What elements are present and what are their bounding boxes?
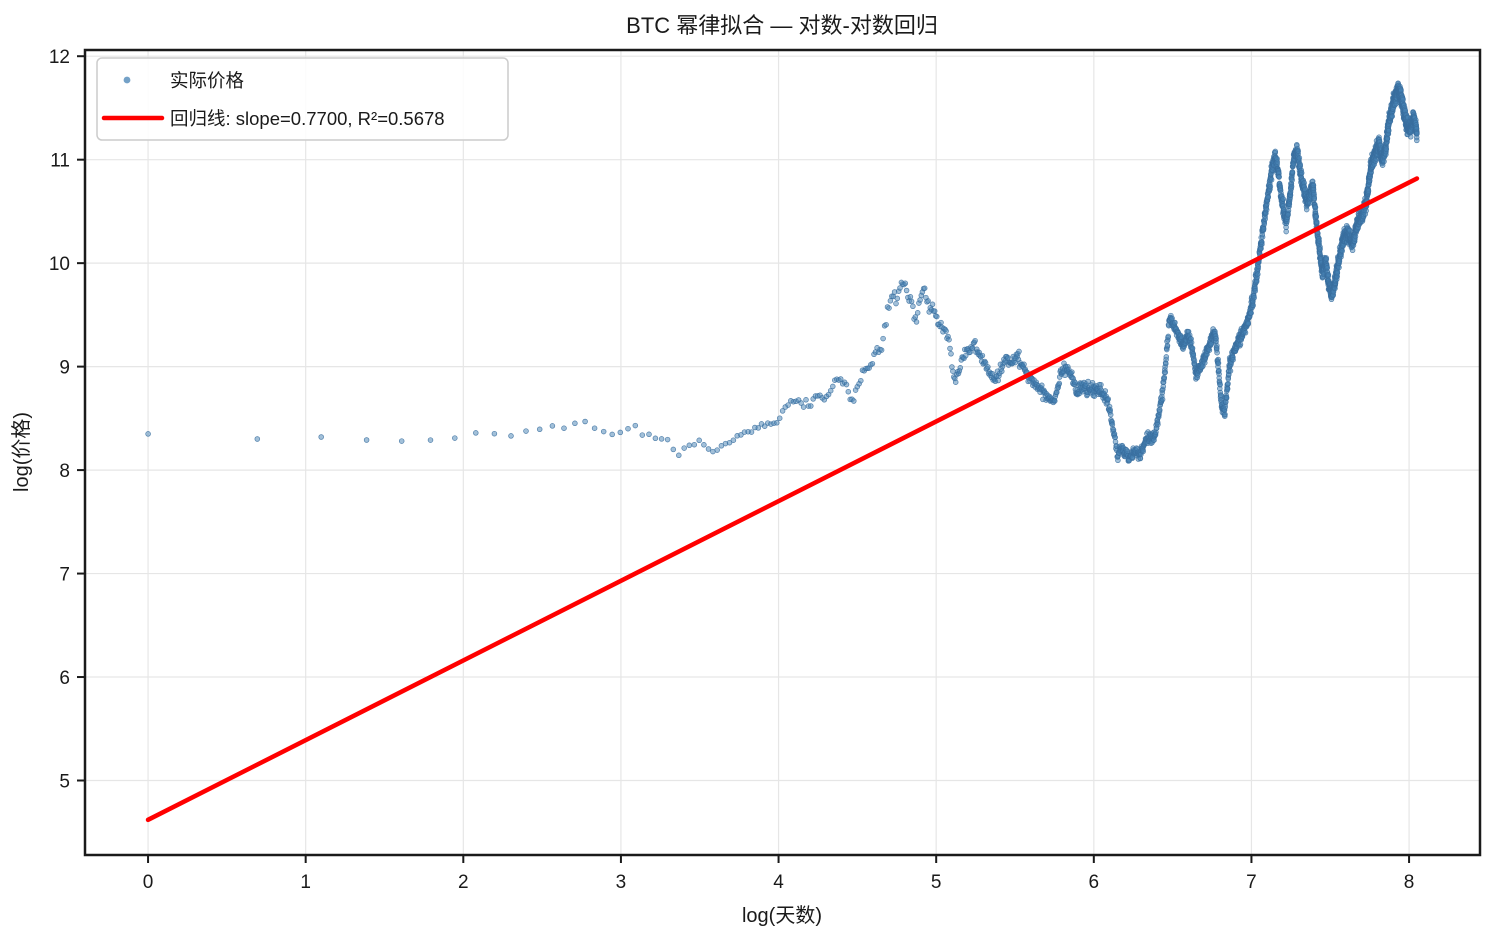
x-tick-label: 4 xyxy=(773,872,784,893)
x-tick-label: 7 xyxy=(1246,872,1257,893)
x-axis-label: log(天数) xyxy=(742,904,822,927)
chart-title: BTC 幂律拟合 — 对数-对数回归 xyxy=(626,13,938,38)
legend-label-regression: 回归线: slope=0.7700, R²=0.5678 xyxy=(170,108,445,129)
y-axis-label: log(价格) xyxy=(10,412,33,492)
legend-label-actual-price: 实际价格 xyxy=(170,70,245,91)
y-tick-label: 12 xyxy=(49,47,70,68)
x-tick-label: 0 xyxy=(143,872,154,893)
y-tick-label: 6 xyxy=(59,668,70,689)
axes-spines xyxy=(83,48,1482,857)
x-tick-label: 1 xyxy=(300,872,311,893)
regression-line xyxy=(145,176,1420,823)
regression-line-layer xyxy=(145,176,1420,823)
legend-box xyxy=(96,57,509,141)
y-tick-label: 11 xyxy=(50,151,70,172)
scatter-points xyxy=(145,80,1420,464)
y-tick-label: 8 xyxy=(59,461,70,482)
y-tick-label: 5 xyxy=(59,772,70,793)
y-tick-label: 10 xyxy=(49,254,70,275)
y-tick-label: 7 xyxy=(59,565,70,586)
y-tick-label: 9 xyxy=(59,358,70,379)
x-tick-label: 6 xyxy=(1089,872,1100,893)
legend: 实际价格 回归线: slope=0.7700, R²=0.5678 xyxy=(96,57,509,141)
x-tick-label: 8 xyxy=(1404,872,1415,893)
x-tick-label: 3 xyxy=(616,872,627,893)
x-tick-label: 5 xyxy=(931,872,942,893)
gridlines xyxy=(85,50,1480,855)
plot-border xyxy=(83,48,1482,857)
x-tick-label: 2 xyxy=(458,872,469,893)
legend-scatter-marker-icon xyxy=(123,76,131,84)
